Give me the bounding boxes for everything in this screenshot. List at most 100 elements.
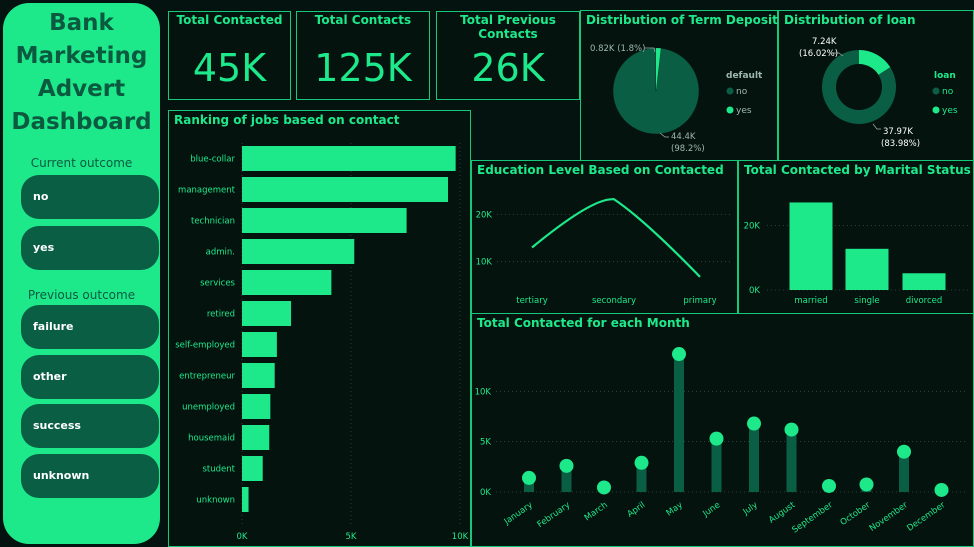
title-line: Advert	[37, 76, 126, 102]
month-stem	[524, 477, 534, 492]
job-bar	[242, 394, 271, 419]
month-stem	[561, 465, 572, 492]
filter-previous-unknown[interactable]: unknown	[21, 454, 159, 498]
job-bar	[242, 456, 263, 481]
marital-chart: 0K 20K married single divorced	[744, 202, 969, 306]
y-category-label: admin.	[206, 248, 235, 258]
month-dot	[859, 477, 874, 492]
x-category-label: single	[854, 296, 879, 306]
legend-title: loan	[934, 71, 956, 81]
month-stem	[899, 451, 909, 492]
y-tick-label: 10K	[476, 258, 493, 268]
x-category-label: married	[794, 296, 827, 306]
month-dot	[634, 455, 649, 470]
y-category-label: unknown	[196, 496, 235, 506]
job-bar	[242, 270, 332, 295]
y-category-label: services	[200, 279, 235, 289]
legend-dot-yes	[932, 106, 940, 114]
jobs-chart: 0K 5K 10K blue-collar management technician ad…	[175, 143, 469, 542]
loan-panel: Distribution of loan 7.24K (16.02%) 37.97K…	[778, 10, 974, 161]
month-stem	[674, 354, 684, 492]
month-title: Total Contacted for each Month	[477, 316, 690, 330]
month-dot	[559, 458, 574, 473]
month-chart: 0K 5K 10K January February March April May June J…	[475, 347, 967, 535]
month-dot	[822, 478, 836, 493]
month-dot	[597, 480, 611, 495]
slice-label-no: 44.4K	[671, 132, 696, 142]
month-stem	[711, 438, 722, 492]
filter-current-no[interactable]: no	[21, 175, 159, 219]
filter-previous-failure[interactable]: failure	[21, 305, 159, 349]
kpi-label: Total Previous Contacts	[460, 13, 556, 41]
x-category-label: April	[626, 500, 648, 519]
filter-current-yes[interactable]: yes	[21, 226, 159, 270]
legend-dot-no	[726, 87, 734, 95]
x-category-label: August	[767, 500, 798, 526]
y-category-label: self-employed	[175, 341, 235, 351]
month-dot	[934, 482, 949, 497]
legend-label-no: no	[736, 87, 748, 97]
x-category-label: February	[536, 500, 573, 530]
slice-label-yes: 0.82K (1.8%)	[590, 44, 645, 54]
job-bar	[242, 363, 275, 388]
dashboard-title: Bank Marketing Advert Dashboard	[3, 7, 160, 139]
kpi-label: Total Contacts	[314, 13, 412, 27]
y-category-label: blue-collar	[190, 155, 235, 165]
education-chart: 10K 20K tertiary secondary primary	[476, 198, 730, 306]
donut-slice-yes	[859, 50, 891, 75]
loan-title: Distribution of loan	[784, 13, 916, 27]
y-tick-label: 10K	[475, 387, 492, 397]
y-category-label: entrepreneur	[179, 372, 235, 382]
x-category-label: secondary	[592, 296, 636, 306]
loan-chart: 7.24K (16.02%) 37.97K (83.98%) loan no yes	[799, 37, 958, 149]
kpi-total-previous-contacts: Total Previous Contacts 26K	[436, 11, 580, 100]
month-dot	[784, 422, 799, 437]
current-outcome-label: Current outcome	[30, 156, 133, 170]
x-tick-label: 10K	[452, 532, 469, 542]
month-dot	[672, 347, 686, 362]
leader-line-yes	[829, 52, 844, 57]
x-category-label: tertiary	[516, 296, 548, 306]
term-deposit-panel: Distribution of Term Deposit 0.82K (1.8%…	[580, 10, 778, 161]
legend-dot-no	[932, 87, 940, 95]
kpi-value: 45K	[192, 46, 267, 90]
month-dot	[709, 431, 724, 446]
y-category-label: student	[203, 465, 236, 475]
marital-title: Total Contacted by Marital Status	[744, 163, 971, 177]
job-bar	[242, 425, 270, 450]
education-line	[531, 198, 701, 278]
month-stem	[786, 429, 797, 492]
leader-line-no	[659, 132, 669, 138]
marital-panel: Total Contacted by Marital Status 0K 20K m…	[738, 160, 974, 315]
x-category-label: September	[790, 500, 835, 535]
filter-previous-success[interactable]: success	[21, 404, 159, 448]
jobs-panel: Ranking of jobs based on contact 0K 5K 10K…	[168, 110, 471, 547]
x-category-label: March	[583, 500, 610, 523]
x-category-label: July	[741, 500, 760, 518]
x-tick-label: 5K	[346, 532, 357, 542]
job-bar	[242, 301, 292, 326]
job-bar	[242, 146, 456, 171]
slice-pct-no: (83.98%)	[881, 139, 920, 149]
pie-slice-yes	[656, 48, 661, 91]
kpi-value: 26K	[471, 46, 545, 90]
y-tick-label: 0K	[749, 286, 760, 296]
slice-pct-yes: (16.02%)	[799, 49, 838, 59]
x-category-label: January	[502, 500, 535, 527]
filter-previous-other[interactable]: other	[21, 355, 159, 399]
x-category-label: May	[665, 500, 685, 518]
month-dot	[747, 416, 761, 431]
y-category-label: management	[178, 186, 236, 196]
education-title: Education Level Based on Contacted	[477, 163, 724, 177]
title-line: Marketing	[15, 43, 148, 69]
slice-label-yes: 7.24K	[812, 37, 837, 47]
job-bar	[242, 487, 249, 512]
legend-label-yes: yes	[736, 106, 752, 116]
sidebar: Bank Marketing Advert Dashboard Current …	[3, 3, 160, 544]
y-category-label: retired	[207, 310, 235, 320]
y-category-label: housemaid	[188, 434, 235, 444]
kpi-value: 125K	[314, 46, 412, 90]
x-category-label: November	[868, 500, 910, 534]
previous-outcome-label: Previous outcome	[27, 288, 136, 302]
legend-label-no: no	[942, 87, 954, 97]
